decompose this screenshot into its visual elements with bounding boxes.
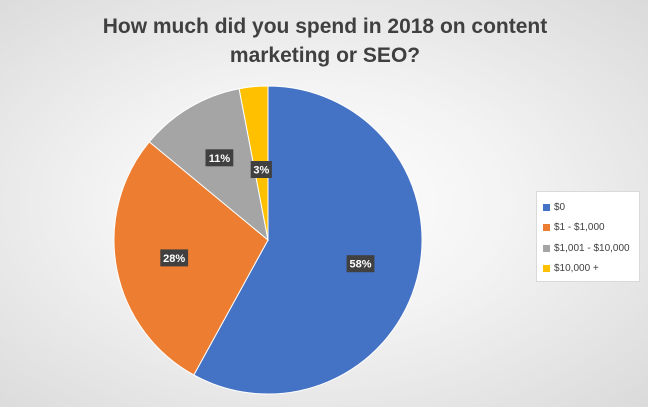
legend-item-3[interactable]: $10,000 +: [543, 259, 639, 280]
legend-label-2: $1,001 - $10,000: [554, 242, 630, 254]
legend: $0 $1 - $1,000 $1,001 - $10,000 $10,000 …: [536, 191, 640, 282]
data-label-box-2: [205, 149, 234, 167]
pie-slice-0[interactable]: [193, 85, 423, 395]
pie-data-labels: 58% 28% 11% 3%: [160, 149, 375, 273]
chart-title-line-2: marketing or SEO?: [229, 44, 421, 67]
legend-swatch-2: [543, 244, 550, 252]
legend-swatch-3: [543, 265, 550, 273]
legend-swatch-0: [543, 203, 550, 211]
legend-label-1: $1 - $1,000: [554, 222, 605, 234]
legend-item-1[interactable]: $1 - $1,000: [543, 218, 639, 239]
data-label-0: 58%: [346, 255, 375, 273]
legend-swatch-1: [543, 224, 550, 232]
data-label-2: 11%: [205, 149, 234, 167]
data-label-text-0: 58%: [349, 259, 371, 271]
chart-title: How much did you spend in 2018 on conten…: [60, 12, 590, 70]
pie-slice-1[interactable]: [113, 141, 269, 376]
data-label-3: 3%: [250, 161, 272, 178]
legend-label-3: $10,000 +: [554, 263, 599, 275]
legend-item-0[interactable]: $0: [543, 197, 639, 218]
pie-slices: [113, 85, 423, 395]
data-label-box-0: [346, 255, 375, 273]
data-label-text-1: 28%: [163, 253, 185, 265]
data-label-box-1: [160, 249, 189, 267]
chart-title-line-1: How much did you spend in 2018 on conten…: [102, 15, 548, 38]
data-label-text-2: 11%: [209, 153, 231, 165]
data-label-1: 28%: [160, 249, 189, 267]
legend-item-2[interactable]: $1,001 - $10,000: [543, 238, 639, 259]
legend-label-0: $0: [554, 201, 566, 213]
data-label-text-3: 3%: [253, 165, 269, 177]
data-label-box-3: [250, 161, 272, 178]
